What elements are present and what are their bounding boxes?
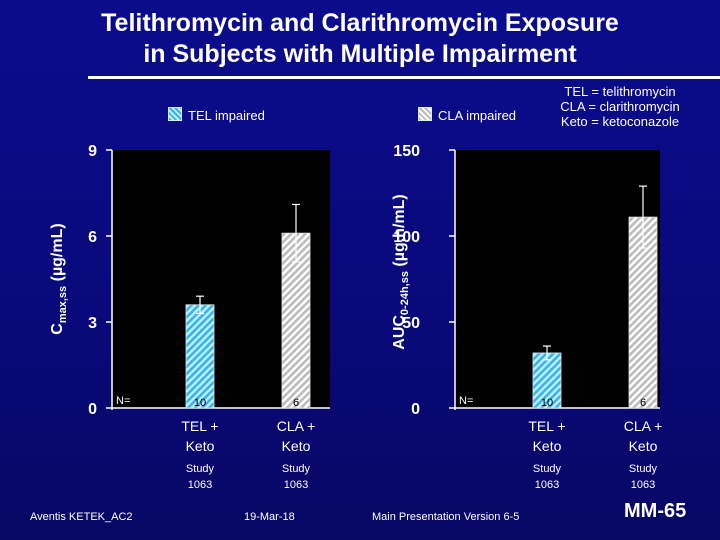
footer-version: Main Presentation Version 6-5: [372, 511, 520, 523]
y-tick-label: 100: [393, 229, 420, 246]
auc-chart: 0 50 100 150 AUC0-24h,ss (µg.h/mL) 10 6 N= TEL +…: [391, 143, 662, 491]
y-tick-label: 0: [88, 401, 97, 418]
y-axis-label-unit: (µg/mL): [49, 223, 66, 286]
y-tick-label: 3: [88, 315, 97, 332]
category-study-line1: Study: [186, 463, 215, 475]
category-label-line1: TEL +: [181, 418, 218, 434]
category-label-line2: Keto: [533, 438, 562, 454]
category-label-line2: Keto: [629, 438, 658, 454]
y-axis-label-unit: (µg.h/mL): [391, 194, 408, 271]
title-divider: [88, 76, 720, 79]
title-line-1: Telithromycin and Clarithromycin Exposur…: [101, 9, 619, 37]
legend-tel-swatch: [168, 107, 182, 121]
slide-title: Telithromycin and Clarithromycin Exposur…: [0, 8, 720, 70]
legend-cla-label: CLA impaired: [438, 108, 517, 123]
category-study-line1: Study: [629, 463, 658, 475]
category-label-line2: Keto: [282, 438, 311, 454]
y-axis-label: Cmax,ss (µg/mL): [49, 223, 69, 334]
category-label-line1: CLA +: [624, 418, 663, 434]
footer-left: Aventis KETEK_AC2: [30, 511, 133, 523]
category-label-line1: TEL +: [528, 418, 565, 434]
definition-tel: TEL = telithromycin: [564, 84, 676, 99]
category-study-line2: 1063: [188, 479, 212, 491]
y-tick-label: 6: [88, 229, 97, 246]
n-value: 10: [194, 397, 206, 409]
y-tick-label: 0: [411, 401, 420, 418]
y-axis-label: AUC0-24h,ss (µg.h/mL): [391, 194, 411, 349]
bar-tel-impaired: [532, 352, 562, 409]
n-value: 6: [640, 397, 646, 409]
n-value: 6: [293, 397, 299, 409]
category-study-line1: Study: [533, 463, 562, 475]
legend-cla: CLA impaired: [418, 107, 516, 123]
category-study-line1: Study: [282, 463, 311, 475]
category-study-line2: 1063: [631, 479, 655, 491]
y-axis-label-sub: 0-24h,ss: [399, 271, 411, 315]
slide-number: MM-65: [624, 500, 687, 522]
category-study-line2: 1063: [535, 479, 559, 491]
category-label-line2: Keto: [186, 438, 215, 454]
n-label: N=: [116, 395, 130, 407]
y-tick-label: 9: [88, 143, 97, 160]
bar-tel-impaired: [185, 304, 215, 409]
legend-cla-swatch: [418, 107, 432, 121]
y-axis-label-main: AUC: [391, 315, 408, 350]
definition-keto: Keto = ketoconazole: [560, 114, 680, 129]
n-label: N=: [459, 395, 473, 407]
category-label-line1: CLA +: [277, 418, 316, 434]
title-line-2: in Subjects with Multiple Impairment: [143, 40, 577, 68]
definition-cla: CLA = clarithromycin: [560, 99, 680, 114]
y-axis-label-sub: max,ss: [57, 286, 69, 323]
y-tick-label: 50: [402, 315, 420, 332]
legend-tel-label: TEL impaired: [188, 108, 265, 123]
bar-cla-impaired: [628, 216, 658, 409]
footer-date: 19-Mar-18: [244, 511, 295, 523]
legend-tel: TEL impaired: [168, 107, 265, 123]
cmax-chart: 0 3 6 9 Cmax,ss (µg/mL) 10 6 N= TEL + Keto Study 10…: [49, 143, 330, 491]
abbreviation-definitions: TEL = telithromycin CLA = clarithromycin…: [530, 84, 710, 129]
y-axis-label-main: C: [49, 323, 66, 335]
category-study-line2: 1063: [284, 479, 308, 491]
y-tick-label: 150: [393, 143, 420, 160]
n-value: 10: [541, 397, 553, 409]
